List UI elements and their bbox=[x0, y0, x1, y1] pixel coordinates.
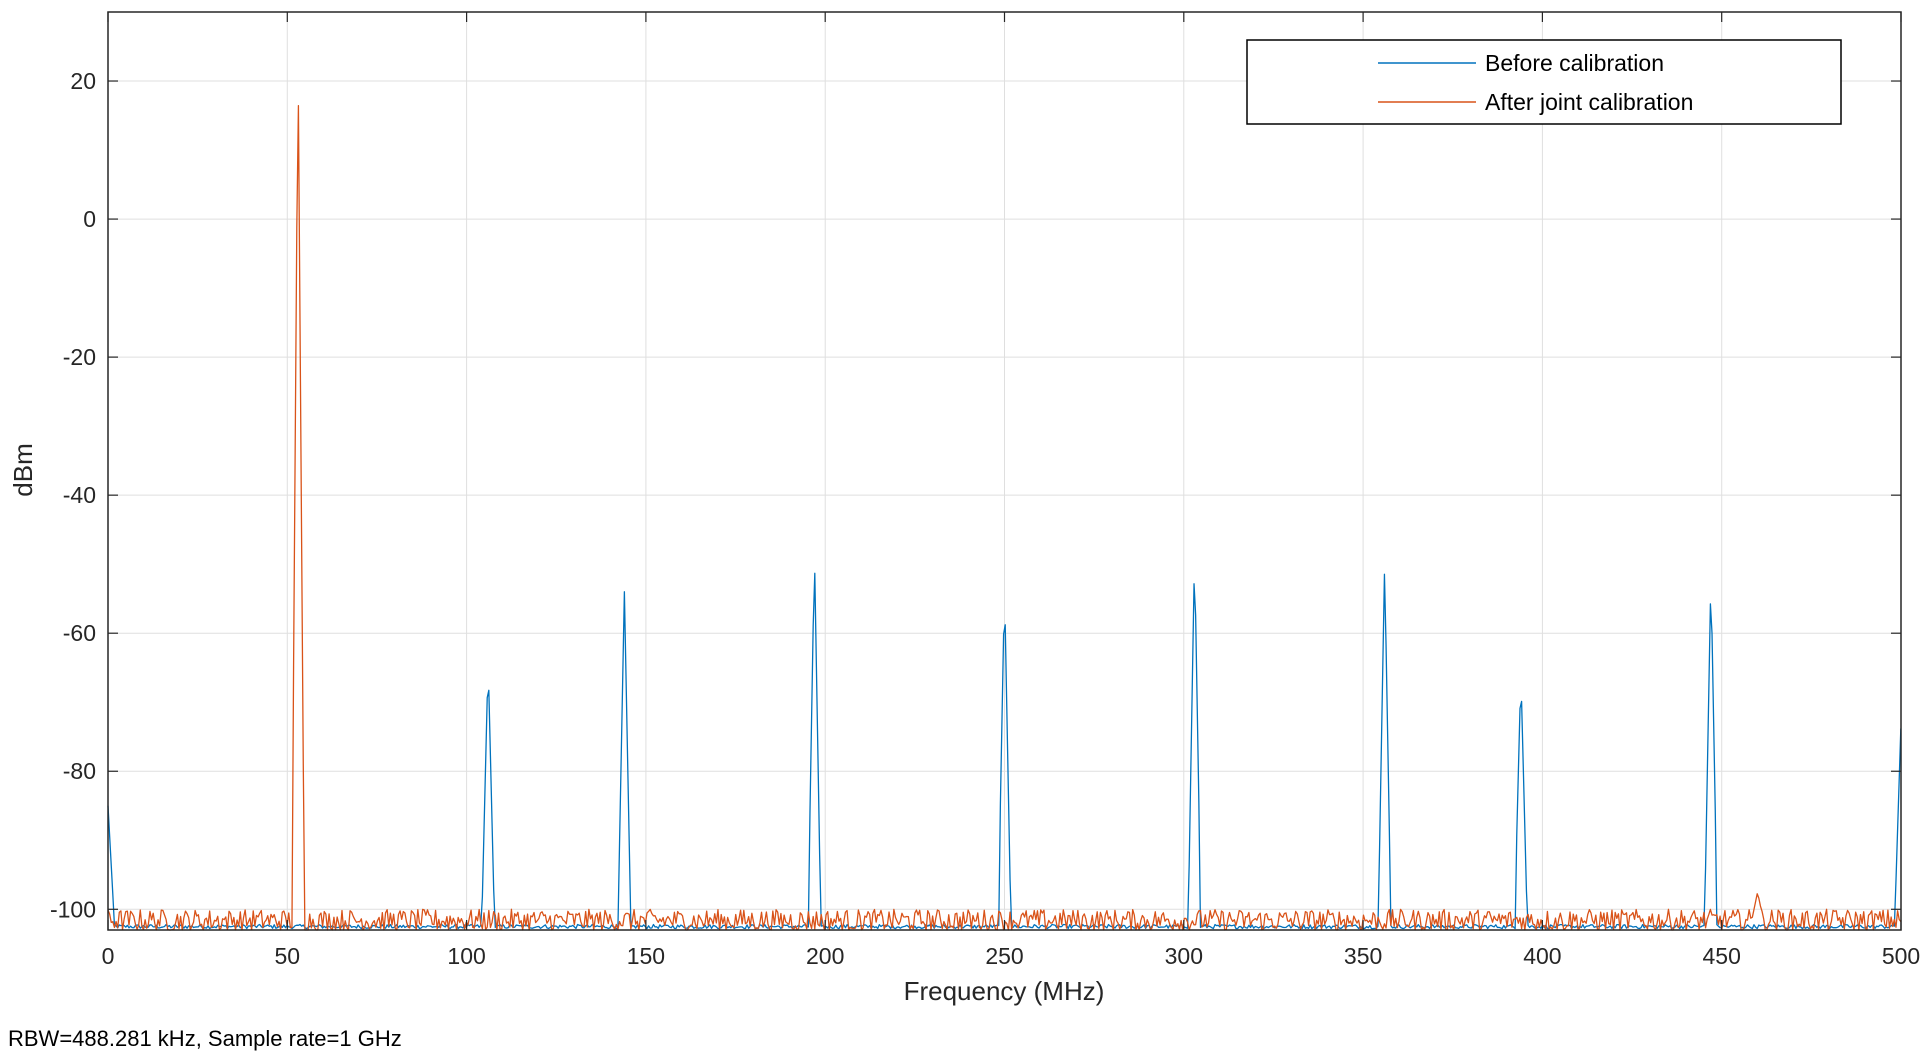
x-axis-ticks: 0 50 100 150 200 250 300 350 400 450 500 bbox=[102, 12, 1920, 969]
footer-caption: RBW=488.281 kHz, Sample rate=1 GHz bbox=[8, 1026, 402, 1051]
y-tick-label: 20 bbox=[70, 68, 96, 94]
legend: Before calibration After joint calibrati… bbox=[1246, 39, 1842, 125]
y-axis-ticks: -100 -80 -60 -40 -20 0 20 bbox=[50, 68, 1901, 922]
x-tick-label: 50 bbox=[275, 943, 301, 969]
x-tick-label: 500 bbox=[1882, 943, 1920, 969]
x-axis-label: Frequency (MHz) bbox=[904, 976, 1105, 1006]
y-tick-label: -100 bbox=[50, 896, 96, 922]
y-tick-label: -60 bbox=[63, 620, 96, 646]
legend-label-after-joint-calibration: After joint calibration bbox=[1485, 89, 1693, 115]
x-tick-label: 100 bbox=[447, 943, 485, 969]
x-tick-label: 300 bbox=[1165, 943, 1203, 969]
x-tick-label: 450 bbox=[1703, 943, 1741, 969]
y-tick-label: -40 bbox=[63, 482, 96, 508]
y-tick-label: -20 bbox=[63, 344, 96, 370]
y-tick-label: -80 bbox=[63, 758, 96, 784]
x-tick-label: 250 bbox=[985, 943, 1023, 969]
y-axis-label: dBm bbox=[8, 443, 38, 496]
y-tick-label: 0 bbox=[83, 206, 96, 232]
x-tick-label: 400 bbox=[1523, 943, 1561, 969]
series-line-before-calibration bbox=[107, 572, 1902, 930]
x-tick-label: 150 bbox=[627, 943, 665, 969]
x-tick-label: 200 bbox=[806, 943, 844, 969]
x-tick-label: 350 bbox=[1344, 943, 1382, 969]
legend-box bbox=[1246, 39, 1842, 125]
x-tick-label: 0 bbox=[102, 943, 115, 969]
legend-label-before-calibration: Before calibration bbox=[1485, 50, 1664, 76]
